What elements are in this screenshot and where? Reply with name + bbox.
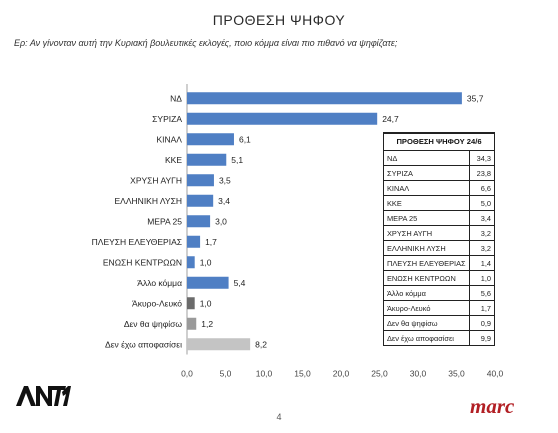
data-label: 3,5: [219, 175, 231, 185]
bar-chart: ΝΔ 35,7 ΣΥΡΙΖΑ 24,7 ΚΙΝΑΛ 6,1 ΚΚΕ 5,1 ΧΡΥΣΗ ΑΥΓΗ…: [92, 84, 504, 379]
bar: [187, 235, 201, 248]
table-cell-value: 23,8: [468, 165, 494, 181]
table-cell-party: ΚΚΕ: [384, 195, 470, 211]
data-label: 6,1: [239, 134, 251, 144]
table-cell-value: 0,9: [468, 315, 494, 331]
survey-question: Ερ: Αν γίνονταν αυτή την Κυριακή βουλευτ…: [14, 38, 398, 48]
x-tick-label: 20,0: [333, 369, 350, 379]
comparison-table-panel: ΠΡΟΘΕΣΗ ΨΗΦΟΥ 24/6 ΝΔ 34,3 ΣΥΡΙΖΑ 23,8 ΚΙΝΑΛ…: [383, 132, 495, 346]
table-cell-party: Δεν έχω αποφασίσει: [384, 330, 470, 345]
table-title: ΠΡΟΘΕΣΗ ΨΗΦΟΥ 24/6: [384, 133, 494, 151]
data-label: 3,4: [218, 196, 230, 206]
bar: [187, 215, 211, 228]
table-cell-value: 9,9: [468, 330, 494, 345]
category-label: ΚΙΝΑΛ: [156, 134, 182, 144]
bar: [187, 338, 251, 351]
bar: [187, 256, 195, 269]
data-label: 1,0: [200, 298, 212, 308]
x-tick-label: 15,0: [294, 369, 311, 379]
table-title-row: ΠΡΟΘΕΣΗ ΨΗΦΟΥ 24/6: [384, 133, 494, 151]
table-row: Άλλο κόμμα 5,6: [384, 285, 494, 301]
category-label: Δεν έχω αποφασίσει: [105, 339, 182, 349]
table-cell-party: ΕΛΛΗΝΙΚΗ ΛΥΣΗ: [384, 240, 470, 256]
ant1-logo-graphic: [16, 386, 71, 406]
table-cell-party: ΧΡΥΣΗ ΑΥΓΗ: [384, 225, 470, 241]
category-label: ΕΛΛΗΝΙΚΗ ΛΥΣΗ: [115, 196, 182, 206]
category-label: ΚΚΕ: [165, 155, 182, 165]
ant1-logo: [14, 382, 72, 413]
table-cell-party: Άλλο κόμμα: [384, 285, 470, 301]
data-label: 5,4: [234, 278, 246, 288]
page-title: ΠΡΟΘΕΣΗ ΨΗΦΟΥ: [212, 12, 346, 28]
x-tick-label: 10,0: [256, 369, 273, 379]
data-label: 8,2: [255, 339, 267, 349]
data-label: 24,7: [382, 114, 399, 124]
bar: [187, 174, 214, 187]
category-label: Δεν θα ψηφίσω: [124, 319, 183, 329]
table-cell-party: Άκυρο-Λευκό: [384, 300, 470, 316]
category-label: Άκυρο-Λευκό: [132, 298, 182, 308]
table-row: ΚΙΝΑΛ 6,6: [384, 180, 494, 196]
data-label: 5,1: [231, 155, 243, 165]
comparison-table: ΠΡΟΘΕΣΗ ΨΗΦΟΥ 24/6 ΝΔ 34,3 ΣΥΡΙΖΑ 23,8 ΚΙΝΑΛ…: [384, 133, 494, 345]
category-label: ΧΡΥΣΗ ΑΥΓΗ: [130, 175, 182, 185]
table-row: Δεν έχω αποφασίσει 9,9: [384, 330, 494, 345]
table-row: Άκυρο-Λευκό 1,7: [384, 300, 494, 316]
table-cell-value: 6,6: [468, 180, 494, 196]
table-row: ΕΝΩΣΗ ΚΕΝΤΡΩΩΝ 1,0: [384, 270, 494, 286]
table-cell-party: ΝΔ: [384, 150, 470, 166]
data-label: 1,2: [201, 319, 213, 329]
table-cell-value: 3,2: [468, 240, 494, 256]
table-row: ΚΚΕ 5,0: [384, 195, 494, 211]
table-row: ΕΛΛΗΝΙΚΗ ΛΥΣΗ 3,2: [384, 240, 494, 256]
data-label: 3,0: [215, 216, 227, 226]
category-label: ΕΝΩΣΗ ΚΕΝΤΡΩΩΝ: [103, 257, 182, 267]
x-tick-label: 40,0: [487, 369, 504, 379]
table-row: ΧΡΥΣΗ ΑΥΓΗ 3,2: [384, 225, 494, 241]
category-label: ΝΔ: [170, 93, 182, 103]
table-row: ΝΔ 34,3: [384, 150, 494, 166]
table-cell-value: 3,4: [468, 210, 494, 226]
table-cell-value: 5,0: [468, 195, 494, 211]
page-number: 4: [276, 412, 282, 422]
category-label: ΠΛΕΥΣΗ ΕΛΕΥΘΕΡΙΑΣ: [92, 237, 182, 247]
data-label: 1,7: [205, 237, 217, 247]
table-cell-party: ΣΥΡΙΖΑ: [384, 165, 470, 181]
data-label: 1,0: [200, 257, 212, 267]
x-tick-label: 5,0: [220, 369, 232, 379]
bar: [187, 317, 197, 330]
table-cell-party: ΜΕΡΑ 25: [384, 210, 470, 226]
table-cell-value: 1,0: [468, 270, 494, 286]
table-cell-party: ΠΛΕΥΣΗ ΕΛΕΥΘΕΡΙΑΣ: [384, 255, 470, 271]
table-cell-party: ΕΝΩΣΗ ΚΕΝΤΡΩΩΝ: [384, 270, 470, 286]
bar: [187, 297, 195, 310]
table-cell-value: 1,7: [468, 300, 494, 316]
table-row: Δεν θα ψηφίσω 0,9: [384, 315, 494, 331]
table-row: ΠΛΕΥΣΗ ΕΛΕΥΘΕΡΙΑΣ 1,4: [384, 255, 494, 271]
marc-logo: marc: [470, 394, 515, 418]
bar: [187, 133, 234, 146]
table-row: ΜΕΡΑ 25 3,4: [384, 210, 494, 226]
table-cell-value: 5,6: [468, 285, 494, 301]
bar: [187, 276, 229, 289]
category-label: Άλλο κόμμα: [137, 278, 182, 288]
bar: [187, 92, 462, 105]
category-label: ΣΥΡΙΖΑ: [152, 114, 182, 124]
x-tick-label: 30,0: [410, 369, 427, 379]
category-label: ΜΕΡΑ 25: [147, 216, 182, 226]
x-tick-label: 0,0: [181, 369, 193, 379]
bar: [187, 112, 378, 125]
table-cell-value: 3,2: [468, 225, 494, 241]
table-cell-party: Δεν θα ψηφίσω: [384, 315, 470, 331]
table-cell-party: ΚΙΝΑΛ: [384, 180, 470, 196]
x-tick-label: 25,0: [371, 369, 388, 379]
table-cell-value: 1,4: [468, 255, 494, 271]
x-tick-label: 35,0: [448, 369, 465, 379]
table-row: ΣΥΡΙΖΑ 23,8: [384, 165, 494, 181]
table-cell-value: 34,3: [468, 150, 494, 166]
data-label: 35,7: [467, 93, 484, 103]
bar: [187, 153, 227, 166]
bar: [187, 194, 214, 207]
